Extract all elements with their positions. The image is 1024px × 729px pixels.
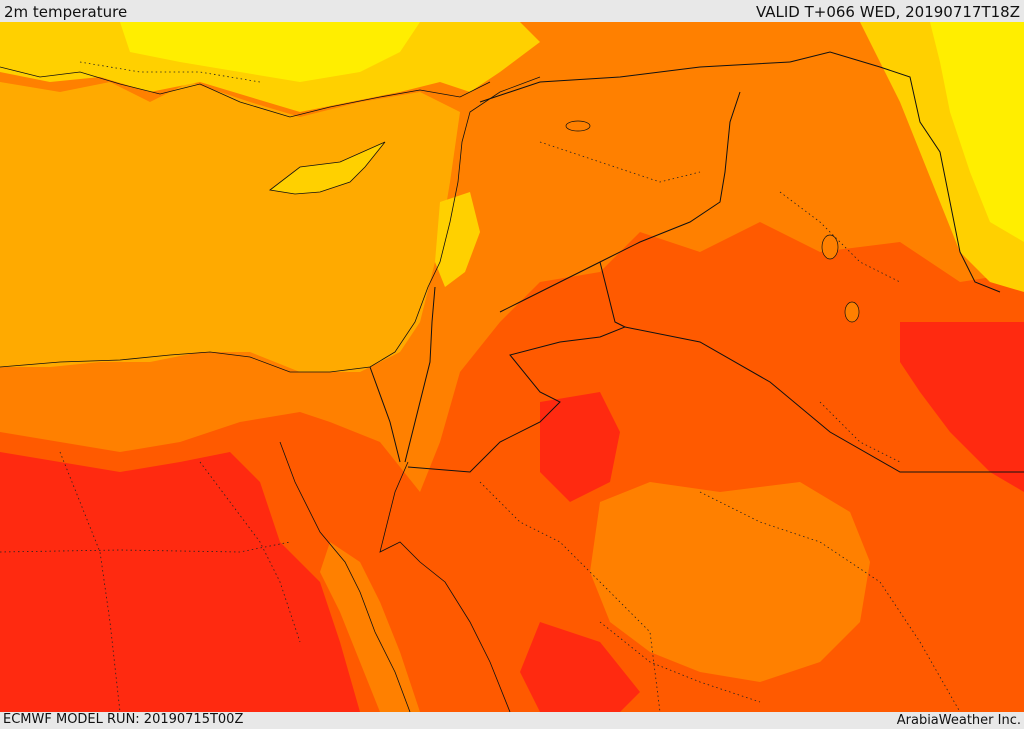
borders bbox=[369, 51, 1024, 473]
coastline bbox=[0, 76, 541, 373]
border-jordan-river bbox=[404, 286, 436, 463]
very-hot-egypt bbox=[0, 452, 360, 712]
model-run: ECMWF MODEL RUN: 20190715T00Z bbox=[3, 712, 244, 727]
footer-bar: ECMWF MODEL RUN: 20190715T00Z ArabiaWeat… bbox=[0, 712, 1024, 729]
mediterranean-sea bbox=[0, 82, 460, 372]
lake-razazah bbox=[844, 301, 860, 323]
temperature-map bbox=[0, 22, 1024, 712]
admin-line bbox=[199, 461, 301, 643]
coastline-red-sea bbox=[279, 441, 411, 712]
coastline-turkey bbox=[0, 66, 491, 118]
border-egypt-israel bbox=[369, 366, 401, 463]
valid-time: VALID T+066 WED, 20190717T18Z bbox=[755, 3, 1020, 21]
admin-line bbox=[819, 401, 901, 463]
admin-line bbox=[599, 621, 761, 703]
lake-tharthar bbox=[821, 234, 839, 260]
coastline-aqaba bbox=[379, 461, 511, 712]
very-hot-hejaz bbox=[520, 622, 640, 712]
border-saudi-iraq bbox=[624, 326, 1024, 473]
very-hot-jordan bbox=[540, 392, 620, 502]
border-syria-turkey bbox=[479, 61, 791, 103]
border-iraq-jordan-saudi bbox=[407, 261, 627, 473]
cool-zone-lebanon bbox=[435, 192, 480, 287]
warm-zone-redsea bbox=[320, 542, 420, 712]
admin-lines bbox=[0, 61, 961, 712]
header-bar: 2m temperature VALID T+066 WED, 20190717… bbox=[0, 0, 1024, 22]
lake-assad bbox=[565, 120, 591, 132]
credit: ArabiaWeather Inc. bbox=[896, 713, 1021, 728]
admin-line bbox=[0, 541, 291, 553]
field-title: 2m temperature bbox=[4, 3, 128, 21]
border-iran-iraq bbox=[789, 51, 1001, 293]
cooler-zone-zagros bbox=[930, 22, 1024, 242]
cooler-zone-turkey bbox=[120, 22, 420, 82]
cyprus-island bbox=[269, 141, 386, 195]
warm-zone-arabia bbox=[590, 482, 870, 682]
very-hot-iraq bbox=[900, 322, 1024, 492]
border-syria-iraq bbox=[499, 91, 741, 313]
admin-line bbox=[539, 141, 701, 183]
admin-line bbox=[79, 61, 261, 83]
